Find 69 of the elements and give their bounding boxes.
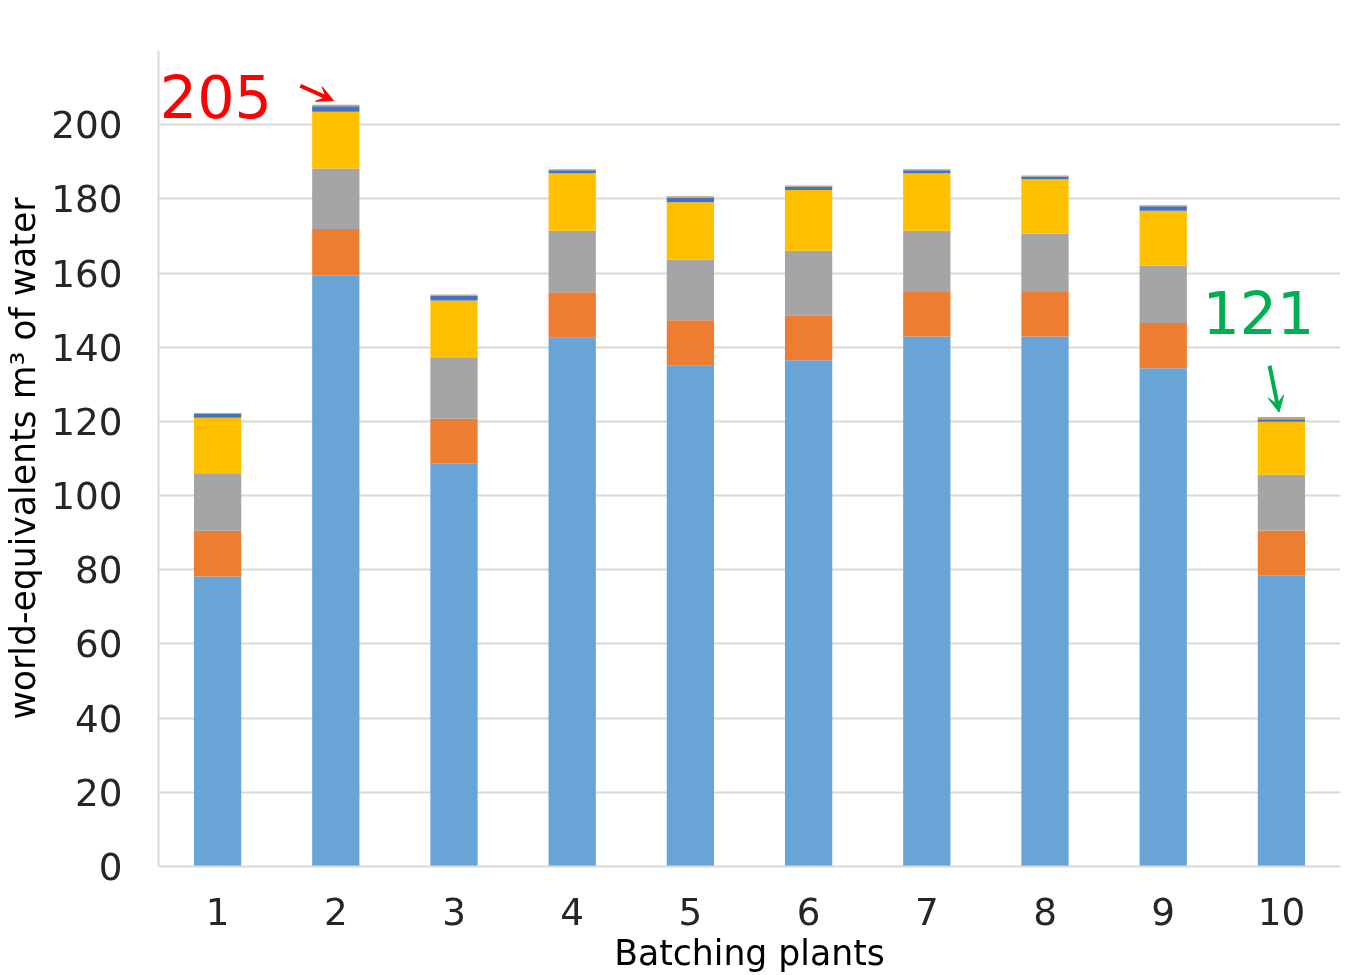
y-tick-label: 200 [51,103,123,148]
bar [784,360,833,867]
bar [666,365,715,867]
bar [903,173,951,231]
x-tick-label: 4 [560,889,585,934]
x-tick-label: 7 [914,889,939,934]
bar [1257,474,1306,531]
bar [666,320,715,366]
x-tick-label: 10 [1257,889,1306,934]
bar [1139,368,1187,867]
y-tick-label: 120 [51,399,123,444]
y-tick-label: 0 [98,845,123,889]
bar [1021,179,1069,234]
bar [903,230,951,292]
annotation: 121 [1202,280,1315,349]
x-tick-label: 8 [1033,889,1057,934]
bar [784,315,833,361]
bar [312,228,360,276]
bar [430,418,478,464]
y-tick-label: 140 [51,325,123,370]
y-tick-label: 180 [51,177,123,222]
bar [548,230,596,293]
bar [1257,530,1306,576]
y-tick-label: 40 [75,696,123,741]
bar [312,111,360,169]
y-tick-label: 60 [75,622,123,667]
x-tick-label: 5 [678,889,703,934]
bar [1139,210,1187,266]
bar [1139,265,1187,324]
bar [903,291,951,337]
bar [903,336,951,867]
x-axis-title: Batching plants [614,932,885,973]
y-tick-label: 160 [51,251,123,296]
bar [666,197,715,203]
bar [430,463,478,867]
bar [193,413,242,418]
y-axis-title: world-equivalents m³ of water [3,196,44,720]
bar [548,173,596,231]
bar [1257,421,1306,475]
bar [193,576,242,867]
x-tick-label: 2 [323,889,348,934]
bar [430,357,478,419]
x-tick-label: 9 [1151,889,1176,934]
x-tick-label: 1 [205,889,230,934]
bar [784,189,833,251]
bar [784,250,833,316]
bar [666,202,715,260]
bar [1257,575,1306,867]
bar [548,292,596,338]
bar [1021,291,1069,337]
bar [1139,206,1187,211]
bar [430,300,478,358]
bar [1021,233,1069,292]
bar [312,106,360,112]
bar [1021,336,1069,867]
bar [548,337,596,867]
x-tick-label: 3 [442,889,466,934]
y-tick-label: 80 [75,548,123,593]
bar [193,473,242,531]
x-tick-label: 6 [796,889,821,934]
bar [1139,323,1187,369]
bar [312,168,360,229]
y-tick-label: 100 [51,474,123,519]
bar [666,259,715,321]
bar [312,275,360,867]
bar [193,417,242,474]
bar [193,530,242,577]
annotation: 205 [159,63,272,132]
y-tick-label: 20 [75,770,123,815]
